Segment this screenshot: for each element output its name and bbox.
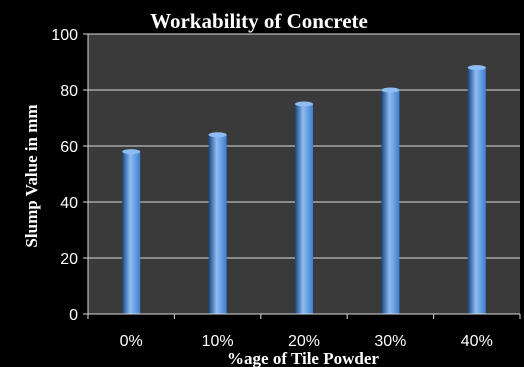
bar: [122, 151, 141, 314]
bar-cap: [122, 149, 141, 155]
x-tick-label: 40%: [461, 333, 493, 350]
x-tick-label: 20%: [288, 333, 320, 350]
chart-title: Workability of Concrete: [150, 9, 368, 33]
y-axis-title: Slump Value in mm: [22, 104, 41, 247]
y-tick-label: 20: [60, 251, 78, 268]
bar-cap: [208, 132, 227, 138]
bar: [295, 104, 313, 314]
x-tick-label: 30%: [374, 333, 406, 350]
y-tick-label: 0: [69, 307, 78, 324]
bar-cap: [295, 101, 313, 107]
y-tick-label: 60: [60, 139, 78, 156]
x-tick-label: 0%: [120, 333, 143, 350]
y-tick-label: 80: [60, 83, 78, 100]
x-axis-title: %age of Tile Powder: [227, 349, 379, 367]
y-tick-label: 100: [51, 27, 78, 44]
bar: [208, 134, 227, 314]
bar-cap: [381, 87, 400, 93]
bar: [467, 67, 486, 314]
y-tick-label: 40: [60, 195, 78, 212]
bar: [381, 90, 400, 314]
bar-cap: [467, 65, 486, 71]
x-tick-label: 10%: [202, 333, 234, 350]
